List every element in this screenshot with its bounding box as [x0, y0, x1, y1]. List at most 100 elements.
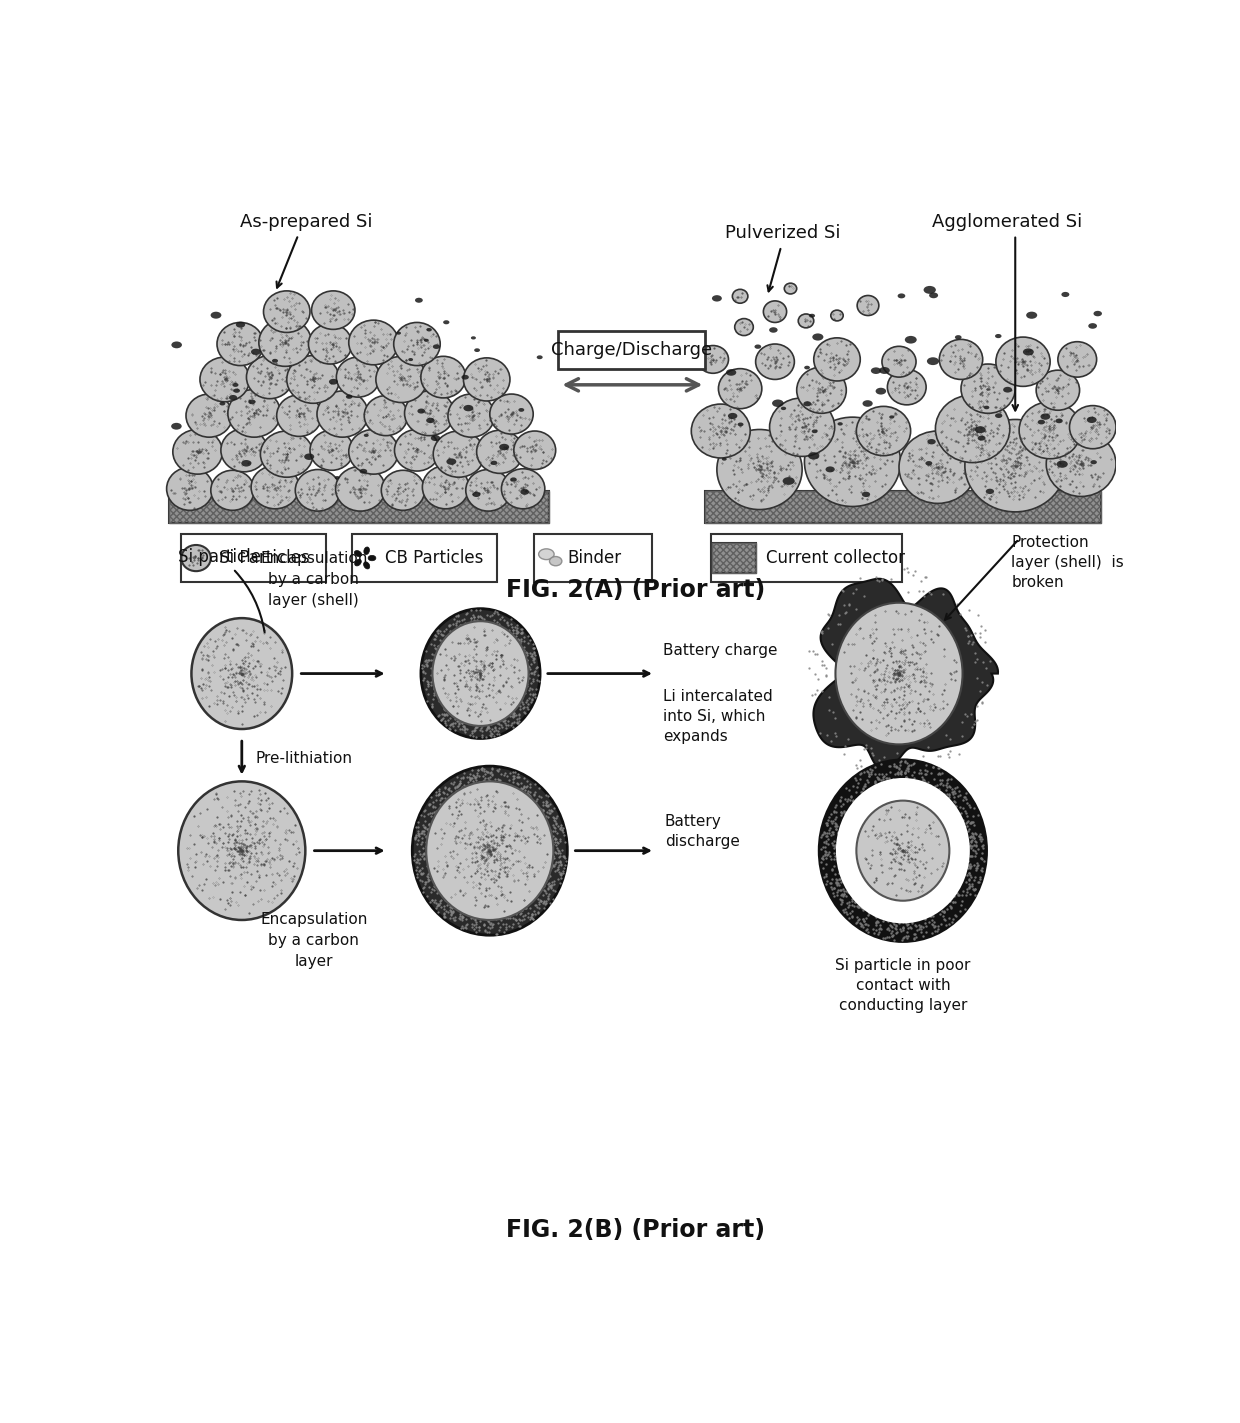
Ellipse shape — [733, 289, 748, 303]
Ellipse shape — [1040, 414, 1050, 420]
Ellipse shape — [365, 396, 408, 435]
Text: FIG. 2(A) (Prior art): FIG. 2(A) (Prior art) — [506, 578, 765, 602]
Ellipse shape — [770, 398, 835, 457]
FancyBboxPatch shape — [534, 534, 652, 582]
Ellipse shape — [925, 461, 932, 465]
Ellipse shape — [826, 467, 835, 472]
Ellipse shape — [474, 349, 480, 351]
Ellipse shape — [996, 337, 1050, 387]
Ellipse shape — [166, 467, 213, 511]
Ellipse shape — [394, 430, 439, 471]
Ellipse shape — [360, 468, 367, 474]
Ellipse shape — [464, 406, 474, 411]
Ellipse shape — [1023, 349, 1034, 356]
Ellipse shape — [754, 344, 761, 349]
Ellipse shape — [955, 336, 961, 340]
Ellipse shape — [727, 369, 737, 376]
FancyBboxPatch shape — [169, 491, 549, 524]
Text: Encapsulation
by a carbon
layer: Encapsulation by a carbon layer — [260, 912, 367, 969]
Ellipse shape — [975, 425, 986, 433]
FancyBboxPatch shape — [181, 534, 326, 582]
Ellipse shape — [466, 470, 511, 511]
Ellipse shape — [773, 400, 784, 407]
Ellipse shape — [420, 609, 541, 739]
Ellipse shape — [857, 407, 910, 455]
Ellipse shape — [510, 477, 517, 481]
Ellipse shape — [317, 391, 368, 437]
Ellipse shape — [1055, 418, 1063, 423]
Text: Binder: Binder — [567, 549, 621, 568]
Text: Si particle: Si particle — [179, 548, 264, 632]
Ellipse shape — [247, 356, 293, 398]
Ellipse shape — [1094, 310, 1102, 316]
Ellipse shape — [549, 556, 562, 566]
Ellipse shape — [433, 431, 485, 477]
Ellipse shape — [1069, 406, 1116, 448]
Ellipse shape — [336, 357, 379, 397]
Ellipse shape — [784, 283, 797, 295]
Ellipse shape — [905, 336, 916, 343]
Ellipse shape — [472, 492, 480, 497]
Ellipse shape — [443, 320, 449, 324]
Ellipse shape — [718, 369, 761, 408]
Ellipse shape — [870, 367, 882, 374]
Ellipse shape — [738, 423, 744, 427]
Ellipse shape — [712, 295, 722, 302]
Ellipse shape — [433, 344, 440, 349]
Ellipse shape — [260, 431, 312, 477]
Ellipse shape — [181, 545, 211, 571]
Ellipse shape — [186, 394, 233, 437]
Ellipse shape — [1061, 292, 1069, 297]
Ellipse shape — [1003, 387, 1012, 393]
Ellipse shape — [272, 359, 278, 363]
Ellipse shape — [191, 618, 293, 729]
Ellipse shape — [363, 562, 370, 569]
Ellipse shape — [408, 359, 413, 361]
Ellipse shape — [415, 297, 423, 303]
Ellipse shape — [418, 408, 425, 414]
FancyBboxPatch shape — [706, 491, 1101, 524]
Ellipse shape — [396, 332, 401, 334]
Ellipse shape — [722, 458, 727, 461]
Ellipse shape — [1027, 312, 1037, 319]
Ellipse shape — [994, 334, 1002, 339]
Ellipse shape — [229, 396, 237, 400]
Ellipse shape — [863, 400, 873, 407]
Ellipse shape — [311, 290, 355, 329]
Ellipse shape — [899, 431, 977, 504]
Ellipse shape — [924, 286, 936, 295]
Ellipse shape — [172, 430, 222, 474]
Polygon shape — [813, 579, 998, 770]
Ellipse shape — [518, 408, 525, 411]
Ellipse shape — [346, 394, 352, 398]
Ellipse shape — [376, 356, 427, 403]
Ellipse shape — [1089, 323, 1097, 329]
Ellipse shape — [889, 416, 894, 418]
Ellipse shape — [799, 314, 813, 327]
Ellipse shape — [363, 434, 368, 437]
Ellipse shape — [250, 349, 260, 354]
Ellipse shape — [433, 622, 528, 726]
Ellipse shape — [804, 401, 811, 407]
Ellipse shape — [217, 323, 263, 366]
Text: FIG. 2(B) (Prior art): FIG. 2(B) (Prior art) — [506, 1218, 765, 1241]
Ellipse shape — [1086, 417, 1096, 423]
Ellipse shape — [363, 546, 370, 555]
Ellipse shape — [461, 374, 469, 380]
Ellipse shape — [309, 324, 352, 364]
Ellipse shape — [259, 319, 311, 366]
Ellipse shape — [211, 470, 254, 511]
Ellipse shape — [769, 327, 777, 333]
Text: Agglomerated Si: Agglomerated Si — [932, 213, 1083, 231]
Text: Charge/Discharge: Charge/Discharge — [551, 342, 712, 359]
Ellipse shape — [538, 549, 554, 559]
FancyBboxPatch shape — [167, 532, 1101, 582]
Ellipse shape — [368, 555, 376, 561]
Text: CB Particles: CB Particles — [386, 549, 484, 568]
Ellipse shape — [965, 420, 1065, 512]
Ellipse shape — [734, 319, 754, 336]
Ellipse shape — [977, 435, 986, 441]
Ellipse shape — [491, 461, 497, 465]
Ellipse shape — [355, 559, 361, 566]
Ellipse shape — [929, 293, 939, 299]
